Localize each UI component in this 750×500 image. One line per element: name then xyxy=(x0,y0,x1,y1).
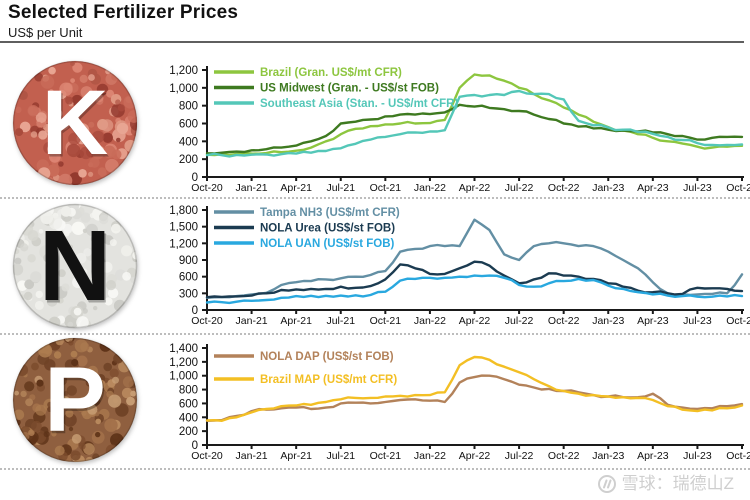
svg-text:Tampa NH3 (US$/mt CFR): Tampa NH3 (US$/mt CFR) xyxy=(260,207,400,219)
svg-text:Jan-22: Jan-22 xyxy=(414,182,446,194)
svg-text:1,000: 1,000 xyxy=(169,83,198,95)
svg-text:0: 0 xyxy=(192,305,198,317)
svg-text:Jan-21: Jan-21 xyxy=(236,315,268,327)
svg-text:Southeast Asia (Stan. - US$/mt: Southeast Asia (Stan. - US$/mt CFR) xyxy=(260,98,458,110)
svg-text:0: 0 xyxy=(192,172,198,184)
page-title: Selected Fertilizer Prices xyxy=(8,2,239,23)
svg-text:Jul-21: Jul-21 xyxy=(326,315,355,327)
svg-text:1,200: 1,200 xyxy=(169,65,198,77)
svg-text:Apr-22: Apr-22 xyxy=(459,450,491,462)
svg-text:Oct-21: Oct-21 xyxy=(370,315,402,327)
svg-text:Apr-23: Apr-23 xyxy=(637,450,669,462)
svg-text:Oct-21: Oct-21 xyxy=(370,182,402,194)
svg-text:K: K xyxy=(43,75,109,177)
svg-text:Oct-22: Oct-22 xyxy=(548,450,580,462)
svg-text:Jan-21: Jan-21 xyxy=(236,182,268,194)
svg-text:400: 400 xyxy=(179,412,198,424)
svg-text:Jul-23: Jul-23 xyxy=(683,315,712,327)
panel-divider xyxy=(0,333,750,335)
xueqiu-snowball-icon xyxy=(597,475,616,493)
svg-text:Apr-23: Apr-23 xyxy=(637,315,669,327)
svg-text:NOLA UAN (US$/st FOB): NOLA UAN (US$/st FOB) xyxy=(260,238,395,250)
svg-text:Brazil (Gran. US$/mt CFR): Brazil (Gran. US$/mt CFR) xyxy=(260,67,402,79)
page-subtitle: US$ per Unit xyxy=(8,25,83,40)
svg-text:Oct-20: Oct-20 xyxy=(191,450,223,462)
svg-text:Oct-22: Oct-22 xyxy=(548,182,580,194)
nutrient-letter-K: K xyxy=(42,72,108,174)
nitrogen-price-chart: 0 300 600 900 1,200 1,500 1,800 Oct-20 Jan-21 Apr… xyxy=(169,205,750,327)
svg-text:Oct-20: Oct-20 xyxy=(191,182,223,194)
svg-text:NOLA Urea (US$/st FOB): NOLA Urea (US$/st FOB) xyxy=(260,223,395,235)
svg-text:Jul-21: Jul-21 xyxy=(326,182,355,194)
svg-text:300: 300 xyxy=(179,288,198,300)
panel-divider xyxy=(0,197,750,199)
svg-text:600: 600 xyxy=(179,272,198,284)
svg-text:0: 0 xyxy=(192,440,198,452)
nitrogen-prills-icon: NN xyxy=(12,203,138,329)
nutrient-letter-P: P xyxy=(44,349,105,451)
svg-text:Oct-23: Oct-23 xyxy=(726,450,750,462)
svg-text:200: 200 xyxy=(179,426,198,438)
header-divider xyxy=(0,41,744,43)
watermark: 雪球：瑞德山Z xyxy=(597,474,734,494)
svg-text:400: 400 xyxy=(179,136,198,148)
svg-text:Oct-23: Oct-23 xyxy=(726,182,750,194)
svg-text:1,200: 1,200 xyxy=(169,238,198,250)
svg-text:Jul-22: Jul-22 xyxy=(505,315,534,327)
svg-text:Oct-21: Oct-21 xyxy=(370,450,402,462)
svg-text:1,400: 1,400 xyxy=(169,343,198,355)
potash-granules-icon: KK xyxy=(12,60,138,186)
svg-text:Apr-21: Apr-21 xyxy=(280,315,312,327)
svg-text:Apr-22: Apr-22 xyxy=(459,315,491,327)
svg-text:Jul-23: Jul-23 xyxy=(683,450,712,462)
svg-text:Apr-23: Apr-23 xyxy=(637,182,669,194)
svg-text:1,000: 1,000 xyxy=(169,371,198,383)
svg-text:Jan-23: Jan-23 xyxy=(592,182,624,194)
svg-text:Jan-21: Jan-21 xyxy=(236,450,268,462)
svg-text:Jan-22: Jan-22 xyxy=(414,450,446,462)
svg-text:Jul-22: Jul-22 xyxy=(505,450,534,462)
svg-text:800: 800 xyxy=(179,101,198,113)
svg-text:Jan-22: Jan-22 xyxy=(414,315,446,327)
svg-text:NOLA DAP (US$/st FOB): NOLA DAP (US$/st FOB) xyxy=(260,351,394,363)
nutrient-letter-N: N xyxy=(39,210,111,322)
svg-text:Apr-21: Apr-21 xyxy=(280,182,312,194)
svg-text:Oct-23: Oct-23 xyxy=(726,315,750,327)
svg-text:Jul-23: Jul-23 xyxy=(683,182,712,194)
panel-divider xyxy=(0,468,750,470)
svg-text:Jan-23: Jan-23 xyxy=(592,450,624,462)
svg-text:Apr-21: Apr-21 xyxy=(280,450,312,462)
svg-text:Jul-22: Jul-22 xyxy=(505,182,534,194)
svg-text:1,800: 1,800 xyxy=(169,205,198,217)
svg-text:Brazil MAP (US$/mt CFR): Brazil MAP (US$/mt CFR) xyxy=(260,374,397,386)
svg-text:P: P xyxy=(46,352,107,454)
svg-text:N: N xyxy=(40,213,112,325)
svg-text:1,200: 1,200 xyxy=(169,357,198,369)
svg-text:900: 900 xyxy=(179,255,198,267)
svg-text:US Midwest (Gran. - US$/st FOB: US Midwest (Gran. - US$/st FOB) xyxy=(260,83,439,95)
svg-text:Jan-23: Jan-23 xyxy=(592,315,624,327)
svg-text:Jul-21: Jul-21 xyxy=(326,450,355,462)
watermark-text: 雪球：瑞德山Z xyxy=(621,474,734,493)
svg-text:1,500: 1,500 xyxy=(169,222,198,234)
svg-text:600: 600 xyxy=(179,398,198,410)
phosphate-granules-icon: PP xyxy=(12,337,138,463)
svg-text:Oct-22: Oct-22 xyxy=(548,315,580,327)
svg-text:200: 200 xyxy=(179,154,198,166)
potash-price-chart: 0 200 400 600 800 1,000 1,200 Oct-20 Jan-21 Apr-2… xyxy=(169,65,750,194)
svg-text:800: 800 xyxy=(179,385,198,397)
svg-text:Apr-22: Apr-22 xyxy=(459,182,491,194)
svg-text:Oct-20: Oct-20 xyxy=(191,315,223,327)
svg-text:600: 600 xyxy=(179,119,198,131)
